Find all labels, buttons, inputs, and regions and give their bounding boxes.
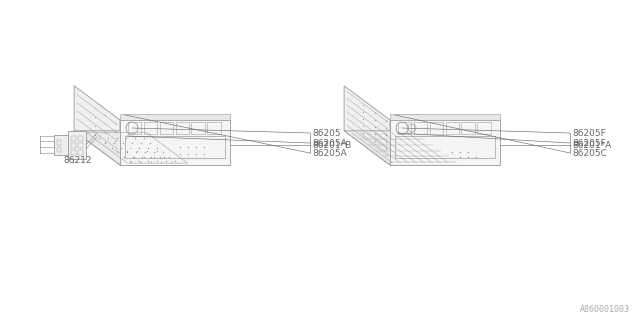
- Bar: [57, 147, 61, 152]
- Bar: [78, 143, 83, 148]
- Text: 86205F: 86205F: [572, 139, 605, 148]
- Text: 86201*B: 86201*B: [312, 140, 351, 149]
- Polygon shape: [390, 120, 500, 165]
- Bar: [71, 136, 76, 141]
- Text: 86205: 86205: [312, 129, 340, 138]
- Text: 86205C: 86205C: [572, 148, 607, 157]
- Polygon shape: [344, 131, 500, 165]
- Bar: [78, 150, 83, 155]
- Polygon shape: [120, 114, 230, 120]
- Polygon shape: [74, 86, 120, 165]
- Bar: [57, 140, 61, 145]
- Polygon shape: [74, 131, 230, 165]
- Text: 86205A: 86205A: [312, 148, 347, 157]
- Polygon shape: [390, 114, 500, 120]
- Polygon shape: [68, 131, 86, 159]
- Text: 86205A: 86205A: [312, 139, 347, 148]
- Polygon shape: [54, 135, 68, 155]
- Text: 86212: 86212: [63, 156, 92, 165]
- Polygon shape: [344, 86, 390, 165]
- Text: 86205F: 86205F: [572, 129, 605, 138]
- Text: 86201*A: 86201*A: [572, 140, 611, 149]
- Polygon shape: [120, 120, 230, 165]
- Bar: [71, 150, 76, 155]
- Bar: [71, 143, 76, 148]
- Text: A860001003: A860001003: [580, 305, 630, 314]
- Bar: [78, 136, 83, 141]
